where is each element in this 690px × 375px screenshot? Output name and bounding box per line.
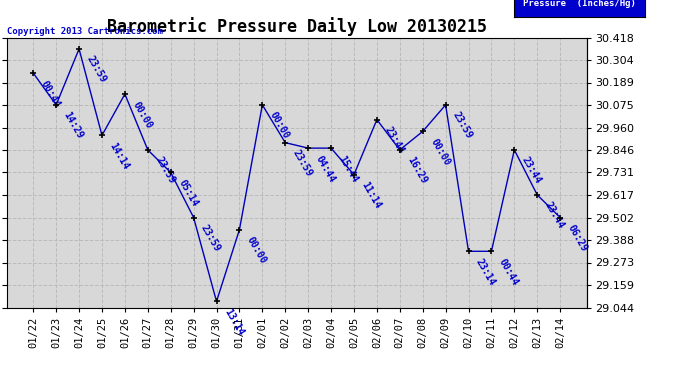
Text: 23:59: 23:59: [451, 111, 475, 141]
Text: 11:14: 11:14: [359, 180, 383, 211]
Text: Copyright 2013 Cartronics.com: Copyright 2013 Cartronics.com: [7, 27, 163, 36]
Text: 13:14: 13:14: [222, 307, 246, 338]
Text: 00:00: 00:00: [245, 235, 268, 266]
Title: Barometric Pressure Daily Low 20130215: Barometric Pressure Daily Low 20130215: [107, 17, 486, 36]
Text: 23:44: 23:44: [543, 201, 566, 231]
Text: 04:44: 04:44: [314, 154, 337, 184]
Text: 16:29: 16:29: [405, 156, 428, 186]
Text: 05:14: 05:14: [176, 178, 199, 209]
Text: 23:59: 23:59: [290, 148, 314, 178]
Text: 23:59: 23:59: [85, 54, 108, 85]
Text: 14:14: 14:14: [108, 141, 131, 171]
Text: 00:00: 00:00: [130, 100, 154, 130]
Text: Pressure  (Inches/Hg): Pressure (Inches/Hg): [523, 0, 636, 8]
Text: 00:00: 00:00: [428, 137, 451, 167]
Text: 23:14: 23:14: [474, 257, 497, 287]
Text: 23:44: 23:44: [382, 125, 406, 156]
Text: 23:44: 23:44: [520, 156, 543, 186]
Text: 06:29: 06:29: [566, 223, 589, 254]
Text: 14:29: 14:29: [61, 111, 85, 141]
Text: 00:44: 00:44: [39, 79, 62, 109]
Text: 00:44: 00:44: [497, 257, 520, 287]
Text: 00:00: 00:00: [268, 111, 291, 141]
Text: 23:59: 23:59: [199, 223, 222, 254]
Text: 15:44: 15:44: [337, 154, 360, 184]
Text: 23:59: 23:59: [153, 156, 177, 186]
